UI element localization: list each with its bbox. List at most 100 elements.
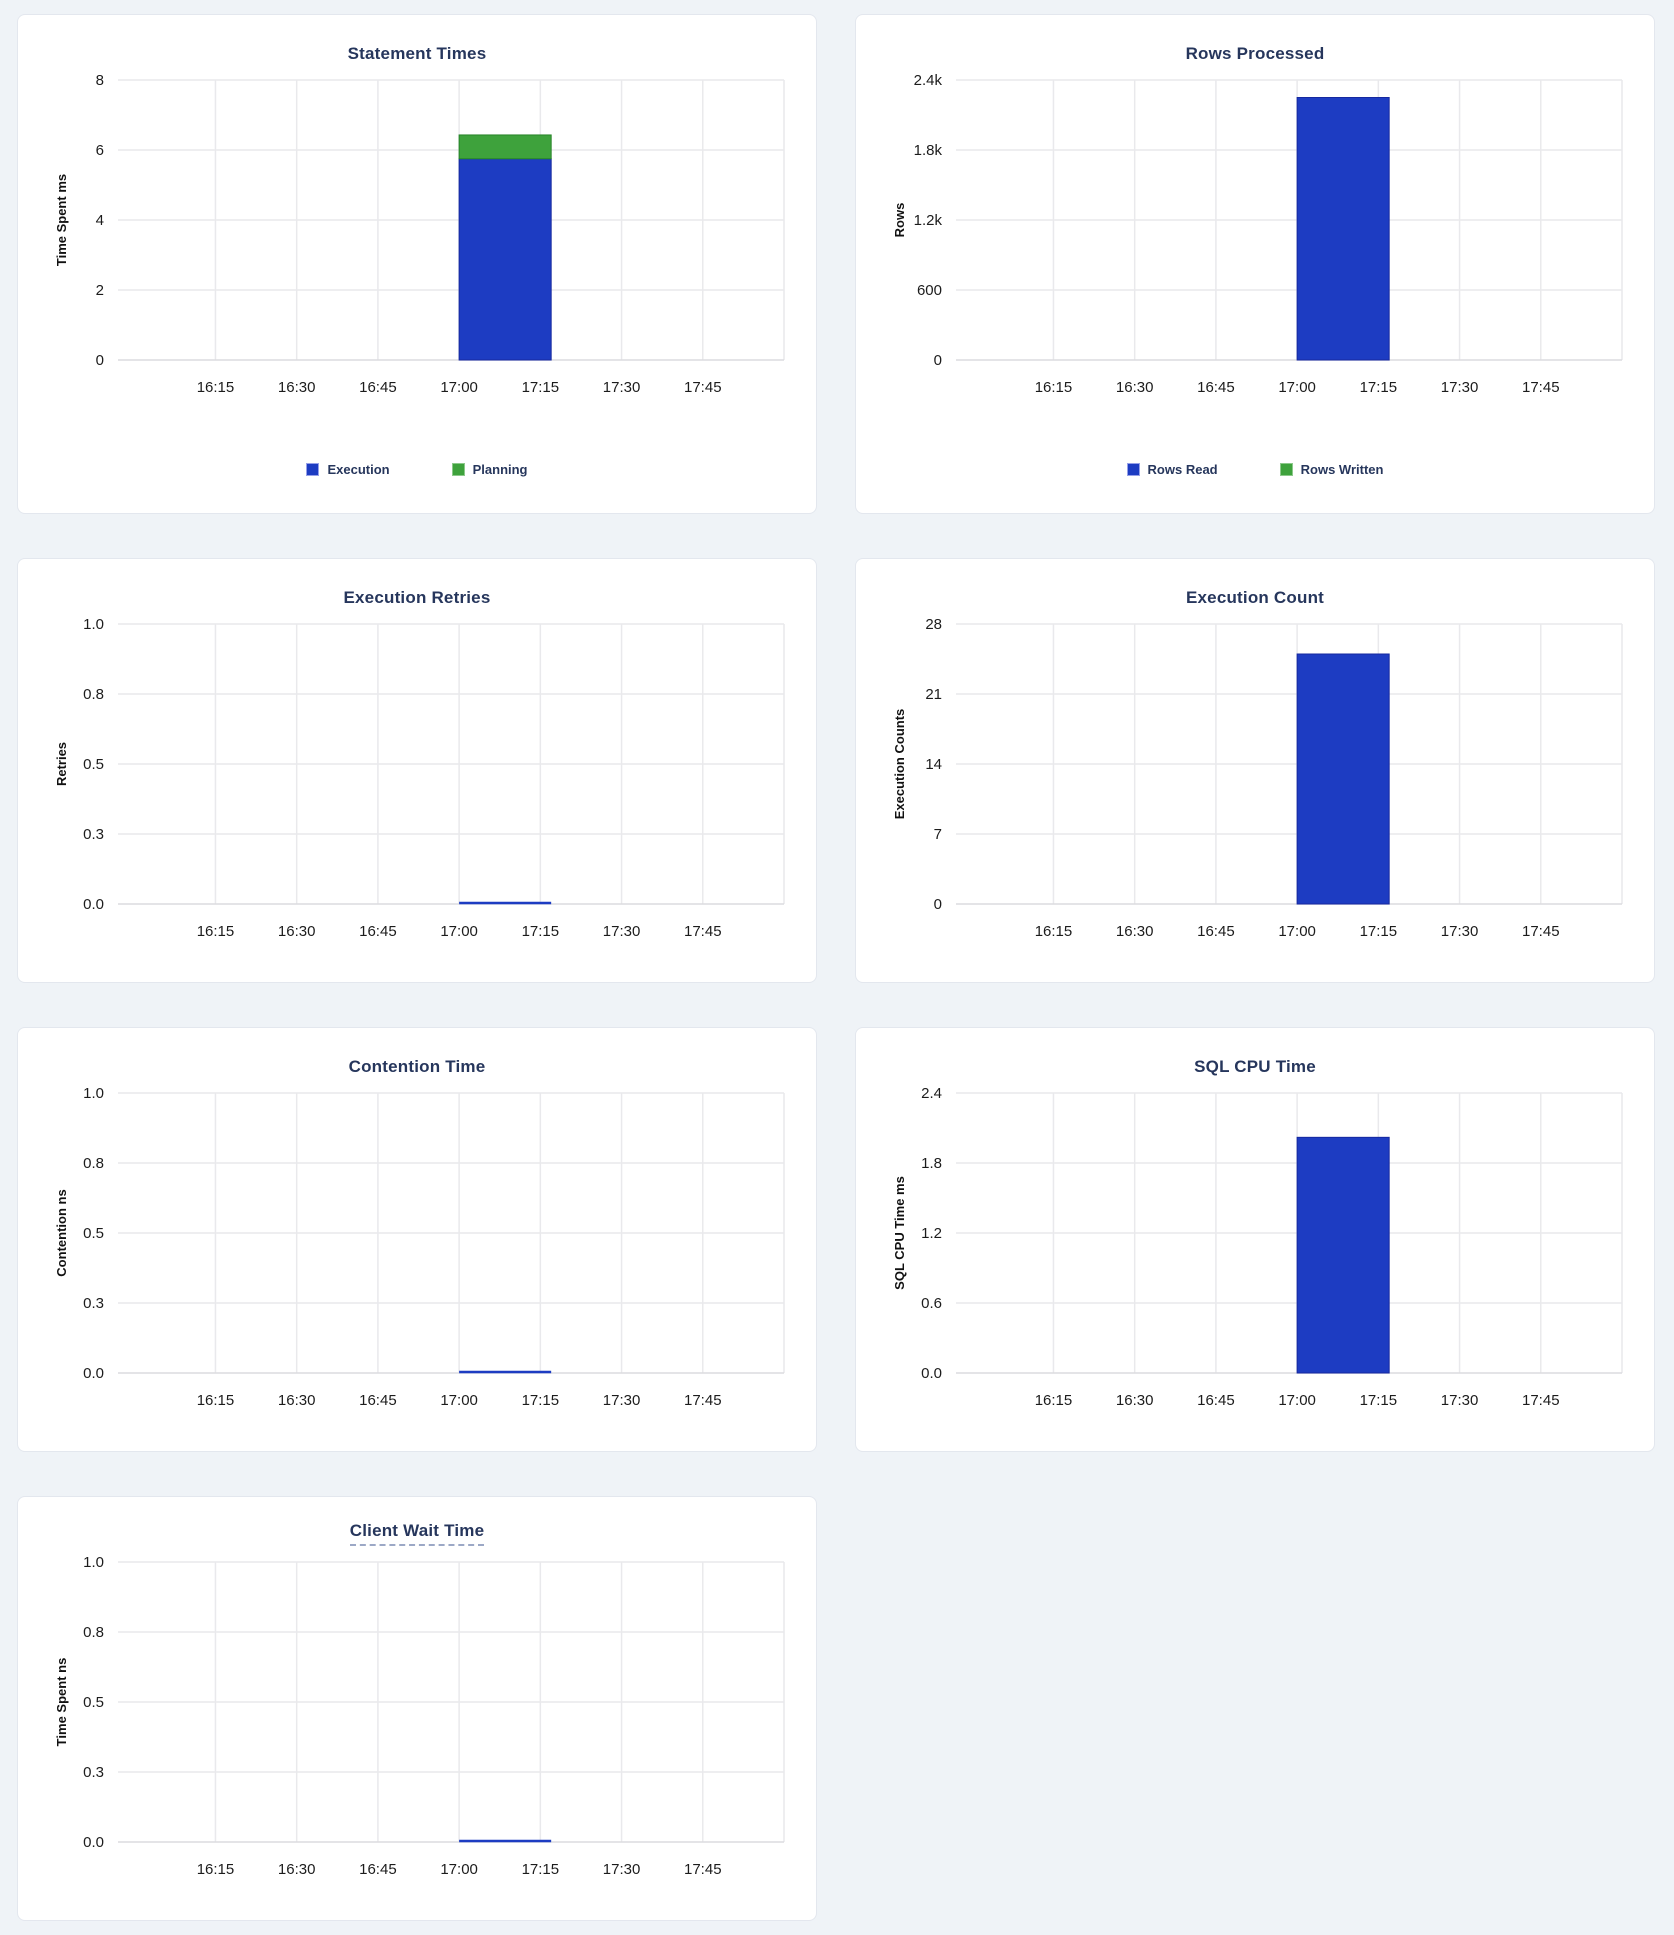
chart-card-execution-count: Execution Count 0 7 14 21 28 16:15 16:30 16:45 1… xyxy=(855,558,1655,983)
x-tick-label: 16:45 xyxy=(359,1861,397,1878)
x-tick-label: 16:45 xyxy=(1197,1392,1235,1409)
y-axis-label: Rows xyxy=(892,203,907,238)
chart-title-text: Execution Count xyxy=(1185,588,1325,607)
x-tick-label: 17:15 xyxy=(522,379,560,396)
x-tick-label: 16:45 xyxy=(1197,379,1235,396)
y-axis-label: Time Spent ms xyxy=(54,174,69,266)
x-tick-label: 16:30 xyxy=(1116,1392,1154,1409)
x-tick-label: 17:15 xyxy=(1360,923,1398,940)
x-tick-label: 17:30 xyxy=(603,1861,641,1878)
chart-title-text: Rows Processed xyxy=(1185,44,1325,63)
y-tick-label: 1.2k xyxy=(914,212,943,229)
y-tick-label: 0.5 xyxy=(83,1694,104,1711)
chart-title-execution-count: Execution Count xyxy=(856,559,1654,614)
x-tick-label: 16:30 xyxy=(278,1392,316,1409)
y-tick-label: 8 xyxy=(96,72,104,89)
x-tick-label: 16:30 xyxy=(278,923,316,940)
legend-swatch-execution xyxy=(306,463,320,476)
x-tick-label: 17:00 xyxy=(1278,923,1316,940)
chart-title-rows-processed: Rows Processed xyxy=(856,15,1654,70)
y-tick-label: 1.0 xyxy=(83,1554,104,1571)
legend-swatch-rows-read xyxy=(1126,463,1140,476)
y-tick-label: 0 xyxy=(934,352,942,369)
y-tick-label: 1.0 xyxy=(83,616,104,633)
statement-times-chart: 0 2 4 6 8 16:15 16:30 16:45 17:00 17:15 17:30 17:45… xyxy=(54,72,785,396)
sql-cpu-time-chart: 0.0 0.6 1.2 1.8 2.4 16:15 16:30 16:45 17:00 17:15… xyxy=(892,1085,1623,1409)
y-tick-label: 28 xyxy=(925,616,942,633)
x-tick-label: 17:45 xyxy=(684,923,722,940)
x-tick-label: 16:30 xyxy=(278,1861,316,1878)
y-tick-label: 0.0 xyxy=(83,1365,104,1382)
y-axis-label: Time Spent ns xyxy=(54,1658,69,1747)
x-tick-label: 16:15 xyxy=(197,923,235,940)
y-tick-label: 0.3 xyxy=(83,1764,104,1781)
x-tick-label: 16:30 xyxy=(1116,923,1154,940)
legend-label: Rows Written xyxy=(1300,462,1384,477)
rows-processed-chart: 0 600 1.2k 1.8k 2.4k 16:15 16:30 16:45 17:00 17:1… xyxy=(892,72,1623,396)
y-tick-label: 0.3 xyxy=(83,1295,104,1312)
y-tick-label: 0.0 xyxy=(83,896,104,913)
y-tick-label: 1.0 xyxy=(83,1085,104,1102)
x-tick-label: 16:15 xyxy=(1035,1392,1073,1409)
x-tick-label: 16:15 xyxy=(197,379,235,396)
y-tick-label: 2.4 xyxy=(921,1085,942,1102)
execution-retries-chart: 0.0 0.3 0.5 0.8 1.0 16:15 16:30 16:45 17:00 17:15… xyxy=(54,616,785,940)
legend-item-execution[interactable]: Execution xyxy=(306,462,390,477)
legend-item-rows-read[interactable]: Rows Read xyxy=(1126,462,1218,477)
bar-blue xyxy=(1296,1136,1390,1374)
x-tick-label: 16:15 xyxy=(197,1392,235,1409)
y-tick-label: 0.8 xyxy=(83,686,104,703)
y-tick-label: 0 xyxy=(934,896,942,913)
y-tick-label: 7 xyxy=(934,826,942,843)
y-tick-label: 4 xyxy=(96,212,104,229)
x-tick-label: 17:15 xyxy=(522,923,560,940)
x-tick-label: 17:45 xyxy=(684,1861,722,1878)
x-tick-label: 17:45 xyxy=(684,379,722,396)
y-tick-label: 0.3 xyxy=(83,826,104,843)
y-tick-label: 14 xyxy=(925,756,942,773)
x-tick-label: 17:30 xyxy=(603,923,641,940)
chart-card-contention-time: Contention Time 0.0 0.3 0.5 0.8 1.0 16:15 16:3… xyxy=(17,1027,817,1452)
x-tick-label: 17:30 xyxy=(1441,379,1479,396)
x-tick-label: 17:45 xyxy=(1522,923,1560,940)
x-tick-label: 17:45 xyxy=(684,1392,722,1409)
y-tick-label: 0.8 xyxy=(83,1624,104,1641)
chart-card-rows-processed: Rows Processed 0 600 1.2k 1.8k 2.4k 16:15 16:3… xyxy=(855,14,1655,514)
x-tick-label: 17:15 xyxy=(522,1392,560,1409)
chart-card-client-wait-time: Client Wait Time 0.0 0.3 0.5 0.8 1.0 16:15 16:… xyxy=(17,1496,817,1921)
legend-item-planning[interactable]: Planning xyxy=(451,462,528,477)
y-tick-label: 2.4k xyxy=(914,72,943,89)
legend-item-rows-written[interactable]: Rows Written xyxy=(1279,462,1384,477)
bar-rows-read xyxy=(1296,97,1390,361)
x-tick-label: 17:00 xyxy=(1278,379,1316,396)
y-axis-label: Retries xyxy=(54,742,69,786)
x-tick-label: 16:45 xyxy=(1197,923,1235,940)
chart-title-sql-cpu-time: SQL CPU Time xyxy=(856,1028,1654,1083)
y-tick-label: 0.6 xyxy=(921,1295,942,1312)
chart-legend: Rows Read Rows Written xyxy=(856,462,1654,477)
x-tick-label: 17:30 xyxy=(1441,1392,1479,1409)
chart-title-statement-times: Statement Times xyxy=(18,15,816,70)
x-tick-label: 17:00 xyxy=(440,1392,478,1409)
chart-title-client-wait-time: Client Wait Time xyxy=(18,1497,816,1552)
x-tick-label: 16:30 xyxy=(278,379,316,396)
y-tick-label: 0.0 xyxy=(83,1834,104,1851)
y-tick-label: 0.8 xyxy=(83,1155,104,1172)
legend-label: Planning xyxy=(472,462,528,477)
x-tick-label: 17:00 xyxy=(440,923,478,940)
x-tick-label: 16:45 xyxy=(359,379,397,396)
legend-label: Rows Read xyxy=(1147,462,1218,477)
y-tick-label: 1.2 xyxy=(921,1225,942,1242)
chart-title-text[interactable]: Client Wait Time xyxy=(349,1521,485,1546)
y-tick-label: 1.8k xyxy=(914,142,943,159)
x-tick-label: 16:45 xyxy=(359,923,397,940)
chart-card-sql-cpu-time: SQL CPU Time 0.0 0.6 1.2 1.8 2.4 16:15 16:30 16… xyxy=(855,1027,1655,1452)
y-axis-label: SQL CPU Time ms xyxy=(892,1176,907,1290)
chart-title-text: Execution Retries xyxy=(343,588,491,607)
y-tick-label: 0.5 xyxy=(83,756,104,773)
legend-swatch-planning xyxy=(451,463,465,476)
legend-swatch-rows-written xyxy=(1279,463,1293,476)
x-tick-label: 17:30 xyxy=(603,379,641,396)
bar-execution xyxy=(458,158,552,361)
